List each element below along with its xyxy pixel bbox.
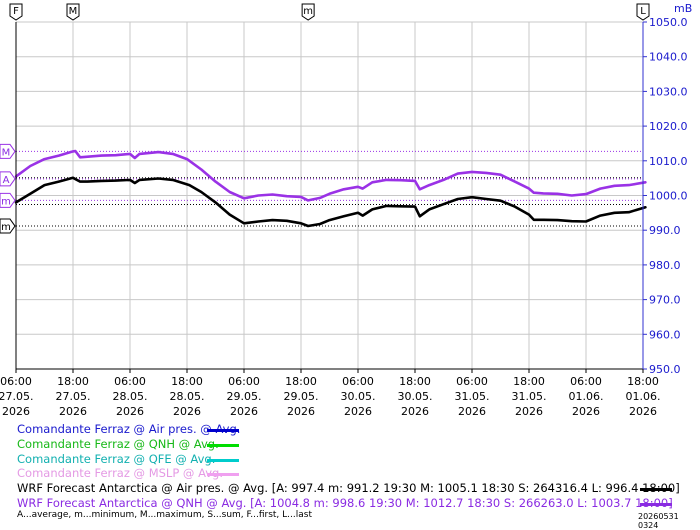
top-marker-box: [66, 3, 80, 21]
top-marker-label: m: [303, 6, 313, 17]
y-tick-label: 1050.0: [649, 16, 688, 29]
x-tick-label: 31.05.: [455, 390, 490, 403]
left-marker-label: A: [3, 175, 10, 186]
x-tick-label: 28.05.: [113, 390, 148, 403]
legend-swatch: [207, 458, 239, 462]
legend-entry: WRF Forecast Antarctica @ QNH @ Avg. [A:…: [17, 496, 673, 510]
legend-entry: Comandante Ferraz @ MSLP @ Avg.: [17, 466, 224, 481]
x-tick-label: 2026: [629, 405, 657, 418]
x-tick-label: 2026: [2, 405, 30, 418]
x-tick-label: 31.05.: [512, 390, 547, 403]
y-tick-label: 1030.0: [649, 85, 688, 98]
y-tick-label: 950.0: [649, 363, 681, 376]
x-tick-label: 2026: [344, 405, 372, 418]
x-tick-label: 2026: [458, 405, 486, 418]
legend-entry: WRF Forecast Antarctica @ Air pres. @ Av…: [17, 481, 680, 496]
top-marker-box: [636, 3, 650, 21]
x-tick-label: 2026: [515, 405, 543, 418]
x-tick-label: 18:00: [399, 375, 431, 388]
legend-swatch: [640, 488, 672, 492]
y-tick-label: 1020.0: [649, 120, 688, 133]
footer-abbreviations: A...average, m...minimum, M...maximum, S…: [17, 510, 312, 520]
y-tick-label: 970.0: [649, 294, 681, 307]
x-tick-label: 01.06.: [626, 390, 661, 403]
legend-swatch: [640, 503, 672, 506]
top-marker-M: M: [66, 3, 80, 21]
y-tick-label: 980.0: [649, 259, 681, 272]
x-tick-label: 18:00: [171, 375, 203, 388]
left-marker-A: A: [0, 171, 16, 187]
x-tick-label: 18:00: [627, 375, 659, 388]
y-tick-label: 1040.0: [649, 51, 688, 64]
grid: [15, 21, 644, 370]
x-tick-label: 28.05.: [170, 390, 205, 403]
x-tick-label: 2026: [116, 405, 144, 418]
left-marker-box: [0, 143, 16, 159]
legend-swatch: [207, 429, 239, 432]
left-marker-label: m: [1, 222, 11, 233]
x-tick-label: 18:00: [513, 375, 545, 388]
x-axis-ticks: 06:00 27.05. 2026 18:00 27.05. 2026 06:00 28.05…: [0, 369, 661, 418]
x-tick-label: 30.05.: [398, 390, 433, 403]
legend-entry: Comandante Ferraz @ QFE @ Avg.: [17, 451, 216, 466]
y-tick-label: 990.0: [649, 224, 681, 237]
x-tick-label: 2026: [173, 405, 201, 418]
x-tick-label: 06:00: [0, 375, 32, 388]
x-tick-label: 06:00: [570, 375, 602, 388]
top-marker-box: [301, 3, 315, 21]
series-line-qnh: [14, 149, 647, 202]
x-tick-label: 06:00: [228, 375, 260, 388]
x-tick-label: 2026: [401, 405, 429, 418]
x-tick-label: 01.06.: [569, 390, 604, 403]
left-marker-box: [0, 218, 16, 234]
x-tick-label: 06:00: [114, 375, 146, 388]
top-marker-F: F: [9, 3, 23, 21]
legend-swatch: [207, 473, 239, 477]
top-marker-label: F: [13, 6, 19, 17]
x-tick-label: 29.05.: [227, 390, 262, 403]
left-marker-label: m: [1, 196, 11, 207]
left-marker-box: [0, 192, 16, 208]
y-axis-ticks: 1050.0 1040.0 1030.0 1020.0 1010.0 1000.0 990.…: [643, 16, 688, 376]
left-marker-box: [0, 171, 16, 187]
reference-lines: [16, 150, 643, 227]
x-tick-label: 06:00: [342, 375, 374, 388]
series-lines: [14, 149, 647, 228]
left-marker-M: M: [0, 143, 16, 159]
y-tick-label: 1000.0: [649, 190, 688, 203]
y-unit-label: mB: [674, 2, 692, 15]
x-tick-label: 2026: [287, 405, 315, 418]
x-tick-label: 27.05.: [56, 390, 91, 403]
top-marker-label: M: [69, 6, 78, 17]
legend-entry: Comandante Ferraz @ Air pres. @ Avg.: [17, 422, 241, 436]
series-line-air-pres: [14, 176, 647, 228]
x-tick-label: 29.05.: [284, 390, 319, 403]
top-marker-m: m: [301, 3, 315, 21]
y-tick-label: 1010.0: [649, 155, 688, 168]
left-marker-label: M: [2, 147, 11, 158]
x-tick-label: 27.05.: [0, 390, 34, 403]
footer-stamp: 20260531 0324: [638, 512, 679, 530]
y-tick-label: 960.0: [649, 328, 681, 341]
left-marker-m: m: [0, 192, 16, 208]
x-tick-label: 30.05.: [341, 390, 376, 403]
left-marker-m: m: [0, 218, 16, 234]
x-tick-label: 18:00: [285, 375, 317, 388]
x-tick-label: 2026: [572, 405, 600, 418]
top-marker-L: L: [636, 3, 650, 21]
x-tick-label: 2026: [230, 405, 258, 418]
x-tick-label: 18:00: [57, 375, 89, 388]
legend-swatch: [207, 443, 239, 447]
top-marker-box: [9, 3, 23, 21]
legend-entry: Comandante Ferraz @ QNH @ Avg.: [17, 436, 219, 451]
top-marker-label: L: [640, 6, 646, 17]
x-tick-label: 06:00: [456, 375, 488, 388]
x-tick-label: 2026: [59, 405, 87, 418]
